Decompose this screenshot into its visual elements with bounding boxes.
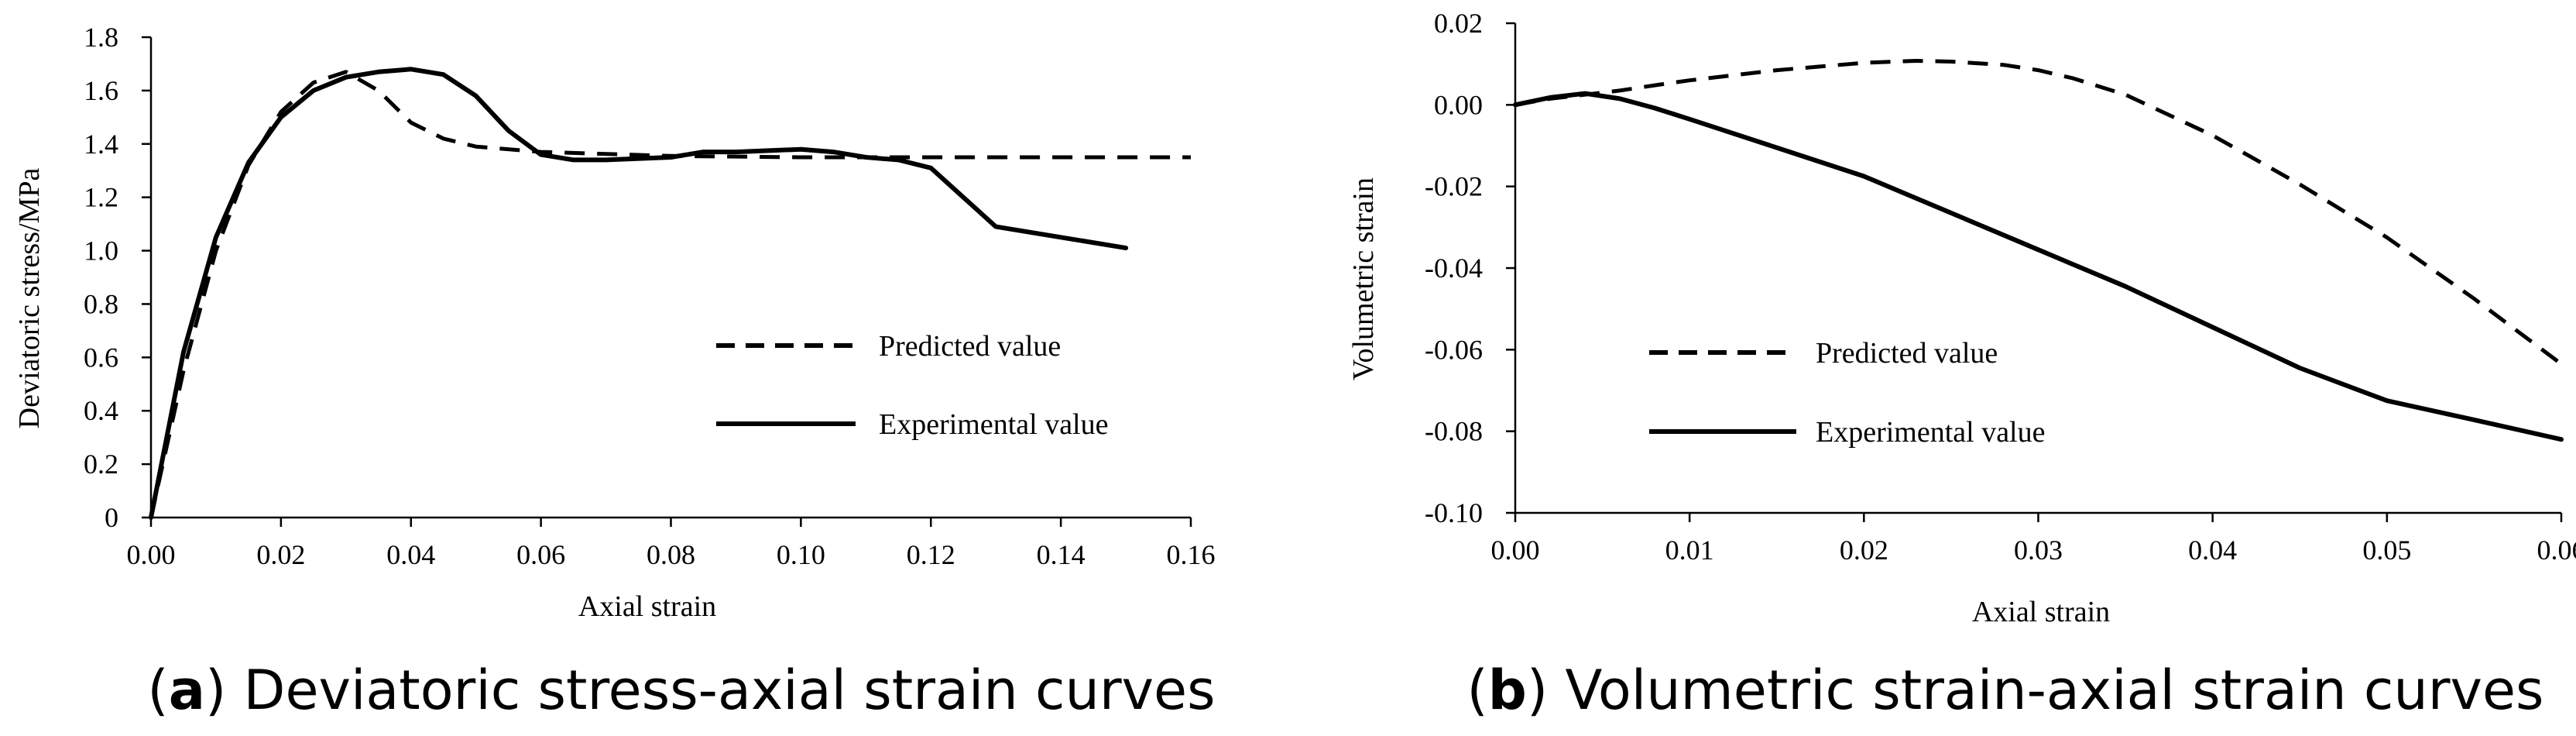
chart-b-x-tick-label: 0.06 <box>2537 535 2576 566</box>
chart-a-y-tick-label: 0.2 <box>84 449 118 480</box>
chart-b-caption-letter: b <box>1488 659 1527 722</box>
chart-a-caption-letter: a <box>169 659 205 722</box>
chart-a-x-tick-label: 0.00 <box>127 539 176 570</box>
chart-a-x-tick-label: 0.06 <box>516 539 565 570</box>
chart-b-series <box>1513 59 2564 442</box>
chart-a-series-experimental-value <box>149 67 1129 520</box>
chart-a-x-tick-label: 0.12 <box>907 539 955 570</box>
chart-b: 0.00 0.01 0.02 0.03 0.04 0.05 0.06 0.02 0.00 -0.0… <box>1347 8 2576 722</box>
chart-b-caption-text: Volumetric strain-axial strain curves <box>1565 659 2543 722</box>
chart-b-legend-predicted-label: Predicted value <box>1816 337 1998 370</box>
chart-b-caption: (b) Volumetric strain-axial strain curve… <box>1466 659 2543 722</box>
chart-b-y-tick-label: -0.10 <box>1425 497 1483 528</box>
chart-b-y-tick-label: 0.02 <box>1434 8 1483 39</box>
chart-a-ylabel: Deviatoric stress/MPa <box>13 168 46 429</box>
chart-b-x-tick-label: 0.00 <box>1491 535 1540 566</box>
chart-a-y-tick-label: 0 <box>105 502 118 533</box>
chart-a-series <box>149 67 1191 520</box>
chart-a-y-tick-label: 0.4 <box>84 395 118 426</box>
chart-b-series-predicted-value <box>1514 59 2563 366</box>
chart-a-legend-experimental-label: Experimental value <box>879 408 1109 441</box>
chart-a-x-tick-label: 0.10 <box>777 539 825 570</box>
chart-a-legend: Predicted value Experimental value <box>716 330 1109 441</box>
chart-a-caption-text: Deviatoric stress-axial strain curves <box>244 659 1216 722</box>
chart-a-xlabel: Axial strain <box>578 590 716 623</box>
chart-a: 0.00 0.02 0.04 0.06 0.08 0.10 0.12 0.14 0.16 0 0.2… <box>13 22 1216 722</box>
chart-b-y-tick-label: -0.04 <box>1425 253 1483 284</box>
chart-b-y-tick-label: -0.08 <box>1425 416 1483 447</box>
chart-b-series-experimental-value <box>1513 91 2564 442</box>
chart-a-x-tick-label: 0.04 <box>386 539 435 570</box>
chart-a-axes <box>149 37 1191 519</box>
chart-b-legend: Predicted value Experimental value <box>1649 337 2046 449</box>
chart-b-x-tick-label: 0.05 <box>2362 535 2411 566</box>
chart-b-y-tick-label: -0.02 <box>1425 171 1483 202</box>
chart-b-x-tick-label: 0.03 <box>2014 535 2063 566</box>
chart-a-x-tick-label: 0.14 <box>1037 539 1086 570</box>
chart-a-y-tick-label: 1.8 <box>84 22 118 53</box>
chart-a-x-tick-label: 0.02 <box>256 539 305 570</box>
chart-b-y-tick-label: 0.00 <box>1434 89 1483 120</box>
chart-b-xlabel: Axial strain <box>1972 596 2110 628</box>
chart-a-y-tick-label: 0.6 <box>84 342 118 373</box>
chart-b-legend-experimental-label: Experimental value <box>1816 416 2046 449</box>
chart-b-ylabel: Volumetric strain <box>1347 177 1380 380</box>
chart-b-x-tick-label: 0.01 <box>1665 535 1714 566</box>
chart-a-series-predicted-value <box>149 70 1191 518</box>
chart-b-y-tick-label: -0.06 <box>1425 334 1483 365</box>
chart-a-x-tick-label: 0.16 <box>1167 539 1216 570</box>
chart-a-y-tick-label: 1.6 <box>84 75 118 106</box>
chart-a-legend-predicted-label: Predicted value <box>879 330 1061 363</box>
chart-a-caption: (a) Deviatoric stress-axial strain curve… <box>147 659 1215 722</box>
chart-a-y-tick-label: 0.8 <box>84 288 118 319</box>
chart-a-x-tick-label: 0.08 <box>647 539 695 570</box>
chart-a-y-tick-label: 1.0 <box>84 236 118 267</box>
chart-a-y-tick-label: 1.2 <box>84 182 118 213</box>
chart-b-ticks: 0.00 0.01 0.02 0.03 0.04 0.05 0.06 0.02 0.00 -0.0… <box>1425 8 2576 566</box>
chart-b-x-tick-label: 0.04 <box>2188 535 2237 566</box>
chart-b-x-tick-label: 0.02 <box>1840 535 1888 566</box>
chart-a-y-tick-label: 1.4 <box>84 129 118 160</box>
chart-a-ticks: 0.00 0.02 0.04 0.06 0.08 0.10 0.12 0.14 0.16 0 0.2… <box>84 22 1216 570</box>
